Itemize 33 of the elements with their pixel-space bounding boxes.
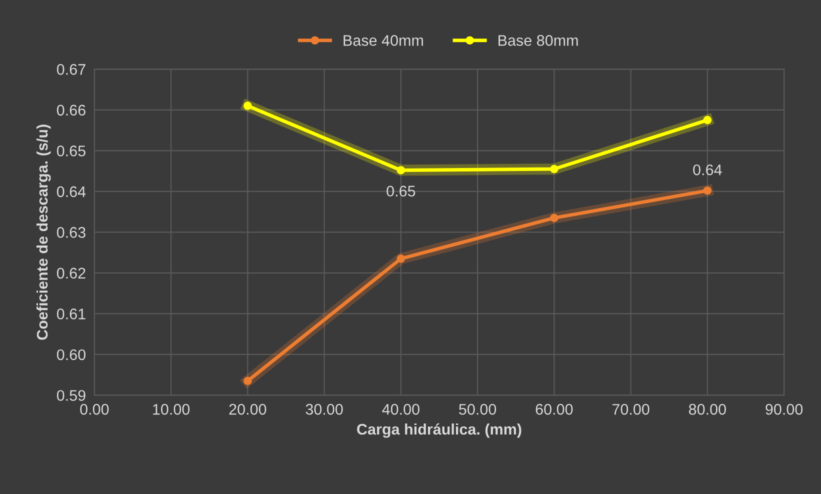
x-tick-label: 40.00 xyxy=(382,404,420,415)
y-tick-label: 0.60 xyxy=(56,349,86,360)
y-tick-label: 0.62 xyxy=(56,268,86,279)
x-tick-label: 70.00 xyxy=(612,404,650,415)
y-tick-label: 0.66 xyxy=(56,104,86,116)
point xyxy=(396,254,406,263)
legend-label: Base 80mm xyxy=(498,35,578,46)
x-tick-label: 10.00 xyxy=(153,404,190,415)
y-tick-label: 0.64 xyxy=(56,186,86,198)
data-label: 0.65 xyxy=(386,186,416,197)
data-label: 0.64 xyxy=(693,164,722,176)
x-tick-label: 60.00 xyxy=(536,404,573,415)
legend-label: Base 40mm xyxy=(344,35,423,46)
y-tick-label: 0.67 xyxy=(56,64,86,75)
y-axis-title: Coeficiente de descarga. (s/u) xyxy=(36,124,51,340)
x-tick-label: 30.00 xyxy=(306,404,343,415)
point xyxy=(396,166,406,174)
y-tick-label: 0.63 xyxy=(56,227,86,238)
point xyxy=(550,164,558,174)
x-axis-title: Carga hidráulica. (mm) xyxy=(357,423,522,438)
x-tick-label: 80.00 xyxy=(688,404,726,415)
point xyxy=(703,116,712,124)
x-tick-label: 20.00 xyxy=(229,404,266,415)
y-tick-label: 0.61 xyxy=(56,308,86,320)
x-tick-label: 50.00 xyxy=(459,404,496,415)
y-tick-label: 0.65 xyxy=(56,146,86,156)
y-tick-label: 0.59 xyxy=(56,390,86,401)
x-tick-label: 0.00 xyxy=(80,404,109,415)
point xyxy=(550,214,558,222)
point xyxy=(244,102,252,110)
point xyxy=(244,376,252,386)
point xyxy=(703,186,712,195)
x-tick-label: 90.00 xyxy=(766,404,803,415)
